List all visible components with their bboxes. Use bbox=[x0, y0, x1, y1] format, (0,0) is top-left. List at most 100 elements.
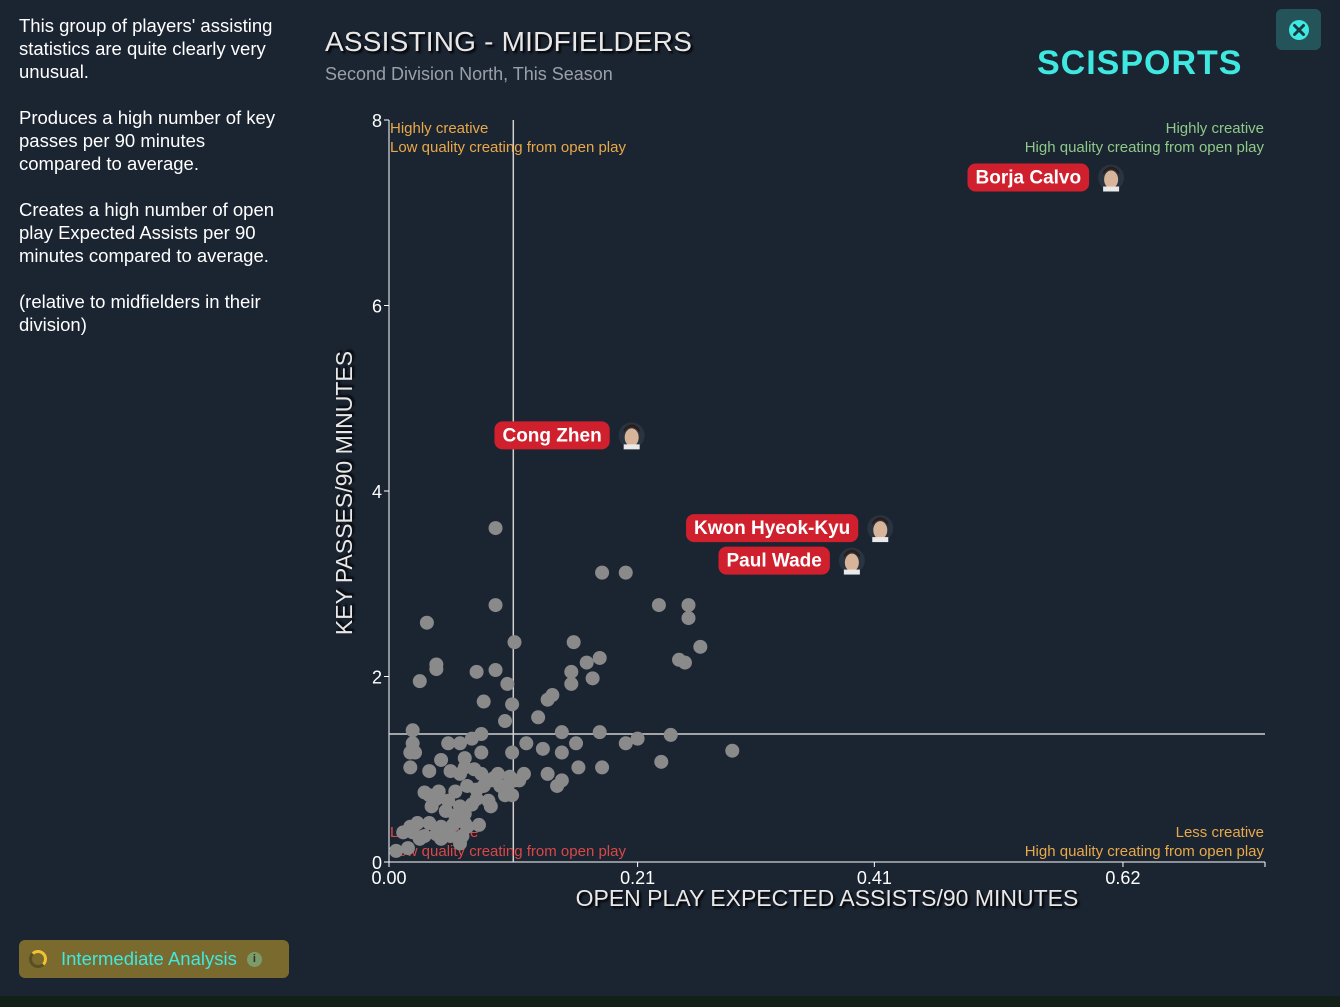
data-point bbox=[412, 674, 427, 689]
data-point bbox=[630, 731, 645, 746]
data-point bbox=[545, 688, 560, 703]
data-point bbox=[512, 773, 527, 788]
data-point bbox=[422, 764, 437, 779]
data-point bbox=[400, 841, 415, 856]
data-point bbox=[571, 760, 586, 775]
quadrant-label-top-left: Highly creative bbox=[390, 120, 488, 137]
data-point bbox=[566, 635, 581, 650]
player-label: Borja Calvo bbox=[976, 168, 1082, 189]
data-point bbox=[693, 639, 708, 654]
data-point bbox=[681, 611, 696, 626]
data-point bbox=[469, 664, 484, 679]
player-avatar bbox=[1098, 164, 1125, 192]
close-button[interactable] bbox=[1276, 9, 1321, 50]
data-point bbox=[474, 745, 489, 760]
player-label-background bbox=[967, 163, 1090, 192]
data-point bbox=[453, 836, 468, 851]
data-point bbox=[419, 615, 434, 630]
data-point bbox=[403, 745, 418, 760]
data-point bbox=[681, 598, 696, 613]
data-point bbox=[507, 635, 522, 650]
data-point bbox=[540, 766, 555, 781]
data-point bbox=[554, 725, 569, 740]
data-point bbox=[535, 741, 550, 756]
y-tick-label: 2 bbox=[372, 668, 382, 688]
data-point bbox=[476, 694, 491, 709]
data-point bbox=[564, 676, 579, 691]
player-label: Cong Zhen bbox=[502, 425, 601, 446]
data-point bbox=[677, 655, 692, 670]
data-point bbox=[471, 817, 486, 832]
data-point bbox=[453, 736, 468, 751]
data-point bbox=[554, 745, 569, 760]
loading-ring-icon bbox=[29, 950, 47, 968]
close-icon bbox=[1288, 19, 1309, 40]
data-point bbox=[585, 671, 600, 686]
data-point bbox=[595, 760, 610, 775]
quadrant-label-top-left: Low quality creating from open play bbox=[390, 139, 626, 156]
data-point bbox=[424, 799, 439, 814]
player-label: Paul Wade bbox=[726, 551, 821, 572]
data-point bbox=[654, 754, 669, 769]
description-paragraph: Produces a high number of key passes per… bbox=[19, 107, 276, 174]
quadrant-label-top-right: Highly creative bbox=[1166, 120, 1264, 137]
data-point bbox=[725, 743, 740, 758]
player-label: Kwon Hyeok-Kyu bbox=[694, 518, 850, 539]
y-tick-label: 6 bbox=[372, 297, 382, 317]
player-avatar bbox=[867, 515, 894, 543]
data-point bbox=[592, 725, 607, 740]
y-tick-label: 4 bbox=[372, 482, 382, 502]
y-tick-label: 0 bbox=[372, 853, 382, 873]
analysis-button-label: Intermediate Analysis bbox=[61, 948, 237, 969]
player-avatar bbox=[618, 422, 645, 450]
chart-subtitle: Second Division North, This Season bbox=[325, 64, 613, 84]
data-point bbox=[505, 788, 520, 803]
data-point bbox=[445, 817, 460, 832]
data-point bbox=[519, 736, 534, 751]
data-point bbox=[488, 663, 503, 678]
data-point bbox=[469, 791, 484, 806]
y-axis-label: KEY PASSES/90 MINUTES bbox=[331, 351, 357, 635]
description-paragraph: (relative to midfielders in their divisi… bbox=[19, 291, 261, 335]
scisports-logo: SCISPORTS bbox=[1037, 44, 1243, 82]
description-panel: This group of players' assisting statist… bbox=[19, 14, 289, 359]
data-point bbox=[663, 727, 678, 742]
description-paragraph: This group of players' assisting statist… bbox=[19, 15, 273, 82]
data-point bbox=[488, 598, 503, 613]
x-tick-label: 0.00 bbox=[371, 868, 406, 888]
data-point bbox=[579, 655, 594, 670]
data-point bbox=[505, 697, 520, 712]
data-point bbox=[422, 816, 437, 831]
info-icon[interactable]: i bbox=[246, 951, 262, 967]
quadrant-label-bottom-right: High quality creating from open play bbox=[1025, 843, 1265, 860]
data-point bbox=[618, 736, 633, 751]
data-point bbox=[488, 521, 503, 536]
data-point bbox=[389, 843, 404, 858]
x-tick-label: 0.21 bbox=[620, 868, 655, 888]
data-point bbox=[434, 831, 449, 846]
description-paragraph: Creates a high number of open play Expec… bbox=[19, 199, 275, 266]
data-point bbox=[405, 723, 420, 738]
data-point bbox=[441, 736, 456, 751]
data-point bbox=[651, 598, 666, 613]
bottom-bar bbox=[0, 996, 1340, 1007]
data-point bbox=[417, 785, 432, 800]
data-point bbox=[460, 819, 475, 834]
data-point bbox=[434, 752, 449, 767]
data-point bbox=[464, 731, 479, 746]
data-point bbox=[460, 778, 475, 793]
data-point bbox=[618, 565, 633, 580]
quadrant-label-bottom-left: Low quality creating from open play bbox=[390, 843, 626, 860]
chart-title: ASSISTING - MIDFIELDERS bbox=[325, 26, 693, 57]
data-point bbox=[595, 565, 610, 580]
intermediate-analysis-button[interactable]: Intermediate Analysis i bbox=[19, 940, 289, 978]
player-avatar bbox=[838, 547, 865, 575]
data-point bbox=[403, 760, 418, 775]
x-axis-label: OPEN PLAY EXPECTED ASSISTS/90 MINUTES bbox=[576, 885, 1079, 911]
data-point bbox=[483, 799, 498, 814]
data-point bbox=[592, 650, 607, 665]
y-tick-label: 8 bbox=[372, 111, 382, 131]
data-point bbox=[564, 664, 579, 679]
x-tick-label: 0.41 bbox=[857, 868, 892, 888]
